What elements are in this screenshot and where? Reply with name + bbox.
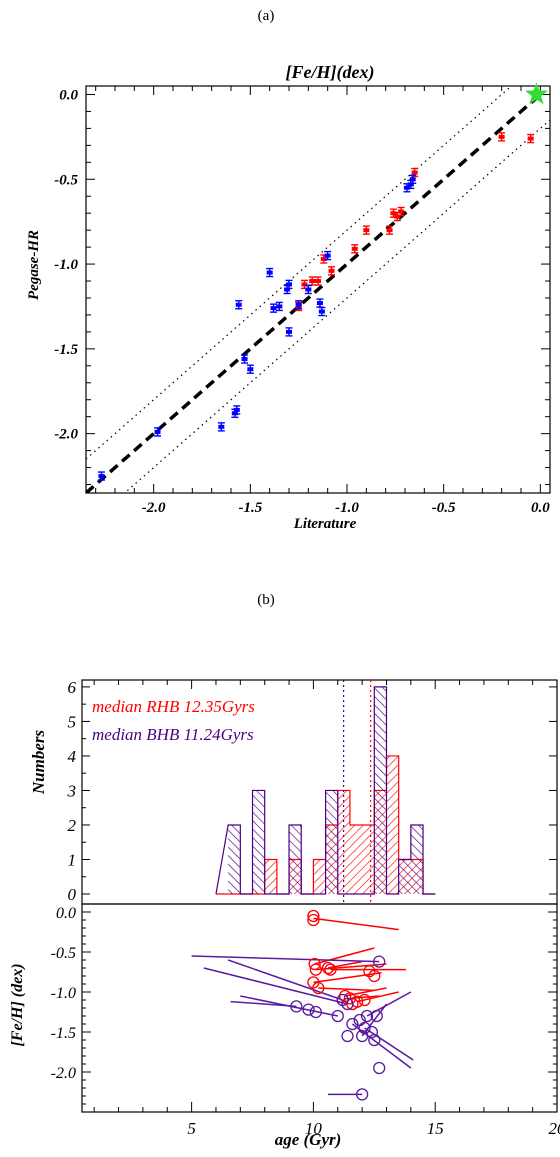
x-tick-label: 5	[187, 1119, 196, 1138]
chart-a-ylabel: Pegase-HR	[26, 230, 42, 300]
y-tick-label: -1.0	[54, 257, 78, 273]
legend-rhb: median RHB 12.35Gyrs	[92, 697, 255, 716]
rhb-point	[324, 963, 337, 976]
bhb-bar	[289, 824, 302, 894]
chart-c-ylabel: [Fe/H] (dex)	[9, 963, 26, 1046]
y-tick-label: 3	[67, 781, 77, 800]
bhb-vector	[366, 991, 412, 1017]
rhb-vector	[313, 972, 382, 984]
y-tick-label: -1.5	[51, 1025, 76, 1042]
x-tick-label: 10	[305, 1119, 323, 1138]
bhb-point	[331, 1009, 344, 1023]
bhb-vector	[227, 959, 343, 1001]
rhb-bar	[264, 859, 277, 894]
panel-a-label: (a)	[258, 8, 275, 24]
x-tick-label: -1.0	[335, 500, 359, 516]
rhb-point	[307, 909, 320, 923]
chart-b-histogram: Numbers 0 1 2 3 4 5 6 median RHB 12.35Gyrs med…	[29, 678, 558, 905]
rhb-point	[307, 913, 320, 927]
bhb-point	[373, 1061, 386, 1075]
y-tick-label: 0.0	[56, 905, 76, 922]
y-tick-label: -2.0	[51, 1065, 76, 1082]
rhb-point	[321, 961, 335, 975]
bhb-point	[290, 1000, 303, 1013]
bhb-point	[302, 1003, 315, 1016]
y-tick-label: -1.5	[54, 342, 78, 358]
rhb-point	[368, 969, 381, 983]
x-tick-label: 20	[549, 1119, 560, 1138]
bhb-vector	[203, 967, 348, 1005]
bhb-vector	[364, 1027, 414, 1061]
bhb-point	[358, 1021, 371, 1035]
bhb-point	[309, 1005, 322, 1019]
rhb-vector	[357, 991, 399, 1003]
chart-a-xlabel: Literature	[293, 516, 357, 532]
y-tick-label: 0	[68, 885, 77, 904]
y-tick-label: 0.0	[59, 87, 78, 103]
bhb-vector	[230, 1000, 297, 1008]
bhb-bar	[374, 686, 387, 894]
chart-c-feh-age: [Fe/H] (dex) age (Gyr) 0.0 -0.5 -1.0 -1.5 -2…	[9, 903, 560, 1149]
y-tick-label: 4	[68, 747, 77, 766]
y-tick-label: 2	[68, 816, 77, 835]
chart-b-ylabel: Numbers	[29, 730, 48, 796]
bhb-bar	[398, 859, 411, 894]
rhb-bar	[362, 824, 375, 894]
bhb-point	[355, 1088, 369, 1101]
y-tick-label: 5	[68, 712, 77, 731]
bhb-point	[341, 997, 354, 1011]
bhb-bar	[228, 824, 241, 894]
chart-a-title: [Fe/H](dex)	[286, 62, 375, 83]
bhb-point	[341, 1029, 354, 1043]
chart-c-xlabel: age (Gyr)	[275, 1130, 342, 1149]
y-tick-label: -1.0	[51, 985, 76, 1002]
rhb-point	[358, 993, 371, 1007]
bhb-bar	[410, 824, 424, 894]
rhb-bar	[337, 790, 350, 894]
rhb-bar	[386, 755, 399, 894]
x-tick-label: -1.5	[238, 500, 262, 516]
bhb-bar	[325, 790, 338, 894]
chart-a: [Fe/H](dex) Literature Pegase-HR -2.0 -1.…	[26, 62, 551, 532]
rhb-vector	[318, 987, 375, 992]
y-tick-label: 1	[68, 850, 77, 869]
x-tick-label: 15	[427, 1119, 444, 1138]
legend-bhb: median BHB 11.24Gyrs	[92, 725, 254, 744]
bhb-vector	[191, 955, 380, 963]
chart-a-frame	[85, 85, 551, 494]
rhb-point	[312, 981, 325, 995]
rhb-bar	[313, 859, 326, 894]
y-tick-label: -2.0	[54, 427, 78, 443]
y-tick-label: 6	[68, 678, 77, 697]
bhb-point	[368, 1033, 381, 1047]
y-tick-label: -0.5	[51, 945, 76, 962]
rhb-vector	[313, 917, 399, 931]
rhb-vector	[314, 947, 375, 965]
star-marker	[525, 82, 548, 105]
bhb-bar	[252, 790, 265, 894]
rhb-point	[309, 963, 322, 976]
dispersion-line	[86, 86, 513, 460]
x-tick-label: -0.5	[432, 500, 456, 516]
rhb-vector	[344, 987, 387, 997]
one-to-one-line	[86, 93, 542, 493]
x-tick-label: -2.0	[142, 500, 166, 516]
dispersion-line	[123, 119, 550, 493]
bhb-point	[360, 1009, 374, 1023]
bhb-point	[373, 955, 386, 968]
bhb-point	[355, 1029, 369, 1043]
panel-b-label: (b)	[257, 592, 275, 608]
bhb-bar-outline	[215, 686, 436, 895]
bhb-vector	[351, 1023, 412, 1069]
rhb-point	[343, 992, 357, 1005]
x-tick-label: 0.0	[531, 500, 550, 516]
rhb-bar	[349, 824, 363, 894]
rhb-point	[308, 957, 321, 971]
y-tick-label: -0.5	[54, 172, 78, 188]
chart-a-plot-area	[86, 86, 550, 493]
bhb-point	[370, 1009, 383, 1023]
bhb-point	[346, 1017, 359, 1031]
